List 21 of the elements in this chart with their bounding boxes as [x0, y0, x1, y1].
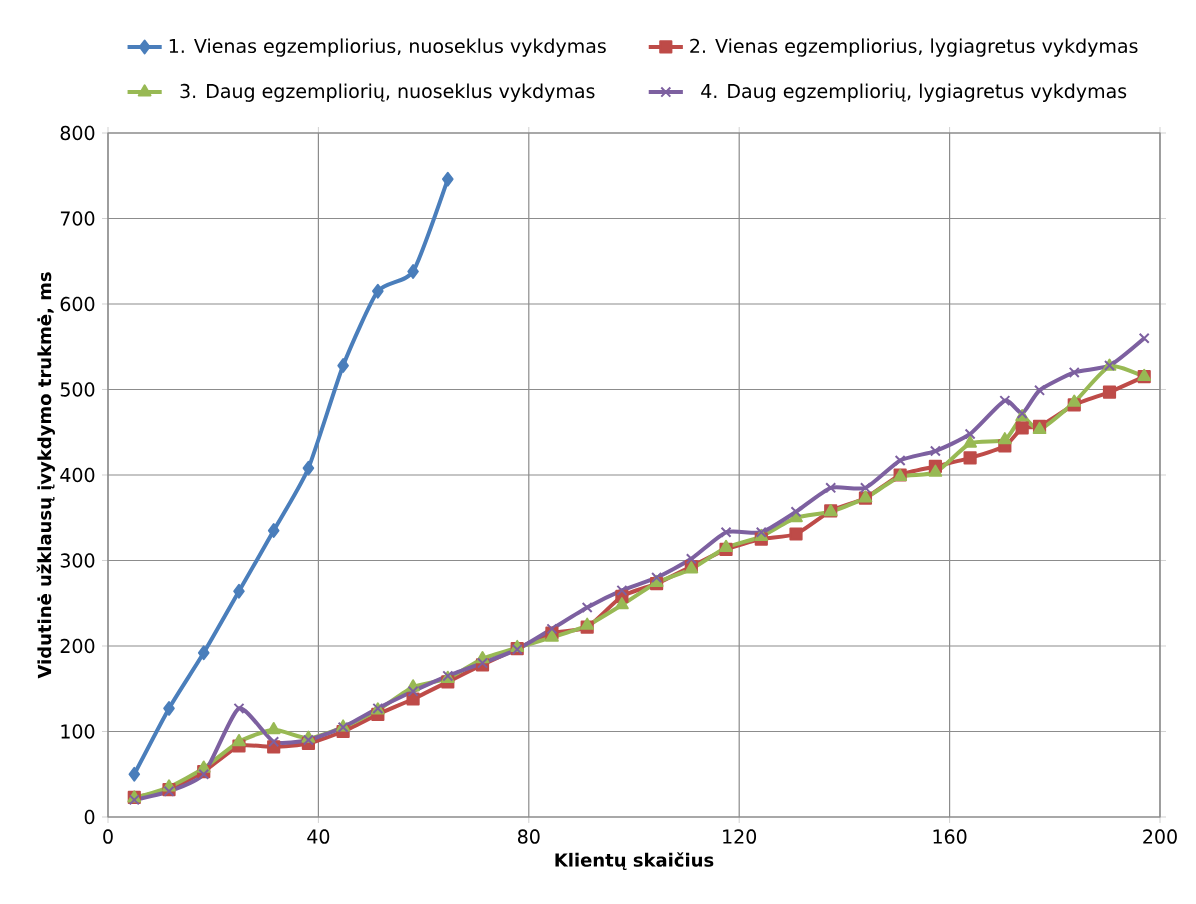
x-tick-label: 0 [103, 829, 113, 844]
x-axis-title: Klientų skaičius [555, 852, 714, 871]
x-tick-label: 160 [933, 829, 967, 844]
y-tick-label: 600 [60, 296, 95, 312]
y-tick-label: 0 [84, 809, 95, 825]
y-tick-label: 400 [60, 467, 95, 483]
y-tick-label: 300 [60, 553, 95, 568]
y-tick-label: 500 [60, 382, 95, 397]
legend-label: 4. Daug egzempliorių, lygiagretus vykdymas [701, 83, 1127, 102]
y-axis-title: Vidutinė užklausų įvykdymo trukmė, ms [36, 272, 55, 679]
y-tick-label: 100 [61, 724, 95, 739]
legend-label: 2. Vienas egzempliorius, lygiagretus vykdymas [690, 38, 1138, 57]
y-tick-label: 800 [60, 125, 95, 141]
x-tick-label: 200 [1143, 829, 1177, 844]
legend-label: 1. Vienas egzempliorius, nuoseklus vykdymas [169, 38, 606, 57]
legend-label: 3. Daug egzempliorių, nuoseklus vykdymas [180, 83, 595, 102]
y-tick-label: 700 [60, 211, 95, 226]
y-tick-label: 200 [60, 638, 95, 654]
x-tick-label: 80 [518, 829, 540, 844]
x-tick-label: 120 [723, 829, 757, 844]
x-tick-label: 40 [307, 829, 330, 844]
